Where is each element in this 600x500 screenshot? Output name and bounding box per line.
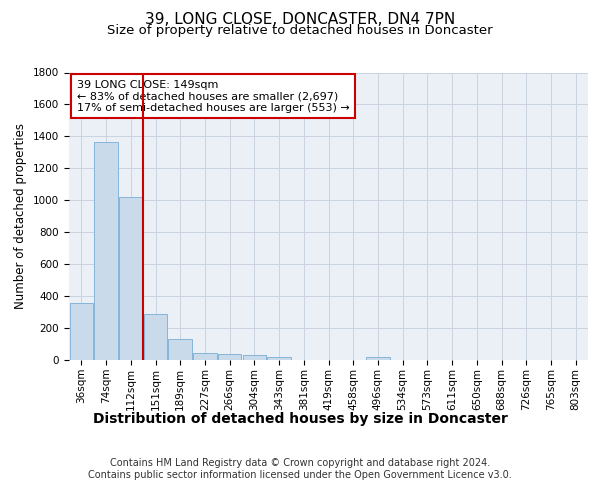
Bar [169,339,192,360]
Bar [119,197,143,360]
Bar [144,314,167,360]
Text: Contains public sector information licensed under the Open Government Licence v3: Contains public sector information licen… [88,470,512,480]
Bar [366,357,389,360]
Bar [218,354,241,360]
Bar [268,357,291,360]
Bar [70,304,93,360]
Bar [193,353,217,360]
Text: Distribution of detached houses by size in Doncaster: Distribution of detached houses by size … [92,412,508,426]
Text: Size of property relative to detached houses in Doncaster: Size of property relative to detached ho… [107,24,493,37]
Y-axis label: Number of detached properties: Number of detached properties [14,123,28,309]
Text: Contains HM Land Registry data © Crown copyright and database right 2024.: Contains HM Land Registry data © Crown c… [110,458,490,468]
Bar [242,355,266,360]
Text: 39, LONG CLOSE, DONCASTER, DN4 7PN: 39, LONG CLOSE, DONCASTER, DN4 7PN [145,12,455,28]
Bar [94,142,118,360]
Text: 39 LONG CLOSE: 149sqm
← 83% of detached houses are smaller (2,697)
17% of semi-d: 39 LONG CLOSE: 149sqm ← 83% of detached … [77,80,350,113]
